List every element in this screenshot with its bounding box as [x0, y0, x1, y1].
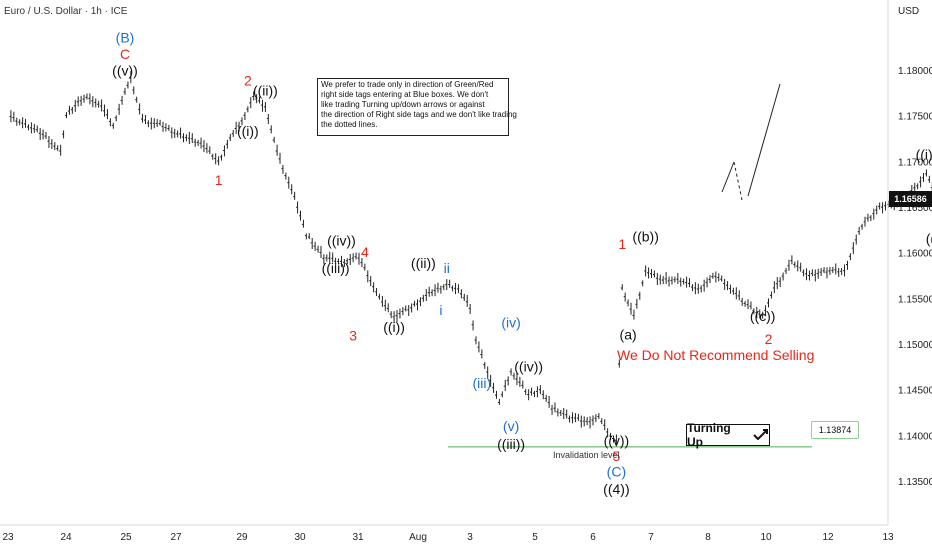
y-tick-label: 1.13500 — [898, 477, 932, 488]
wave-label: (v) — [503, 418, 519, 434]
wave-label: ((v)) — [112, 62, 138, 78]
wave-label: 3 — [349, 327, 357, 343]
x-tick-label: 30 — [294, 532, 306, 543]
axis-layer: 1.18000 1.17500 1.17000 1.16500 1.16000 1.155… — [0, 0, 932, 543]
wave-label: ((i)) — [383, 319, 405, 335]
wave-label: 1 — [618, 236, 626, 252]
wave-label: ii — [444, 260, 450, 276]
x-tick-label: 27 — [170, 532, 182, 543]
wave-label: ((ii)) — [411, 255, 436, 271]
x-tick-label: 7 — [648, 532, 654, 543]
x-tick-label: 25 — [120, 532, 132, 543]
x-tick-label: 29 — [236, 532, 248, 543]
wave-label: ((i)) — [237, 123, 259, 139]
check-arrow-icon — [753, 428, 769, 443]
x-tick-label: 31 — [352, 532, 364, 543]
wave-label: ((iii)) — [322, 260, 350, 276]
y-tick-label: 1.16500 — [898, 203, 932, 214]
y-tick-label: 1.16000 — [898, 249, 932, 260]
wave-label: ((ii)) — [253, 83, 278, 99]
currency-label: USD — [898, 6, 919, 17]
last-price-tag: 1.16586 — [889, 191, 932, 207]
wave-labels-layer: (B)C((v))2((ii))((i))1((iv))4((iii)) ((ii… — [112, 30, 932, 497]
forecast-line-up — [747, 83, 781, 197]
warning-text: We Do Not Recommend Selling — [617, 347, 815, 363]
symbol-title: Euro / U.S. Dollar · 1h · ICE — [4, 6, 128, 17]
x-tick-label: 12 — [822, 532, 834, 543]
y-tick-label: 1.14000 — [898, 431, 932, 442]
wave-label: ((4)) — [603, 481, 629, 497]
note-line: We prefer to trade only in direction of … — [321, 80, 494, 89]
x-tick-label: 10 — [760, 532, 772, 543]
note-line: like trading Turning up/down arrows or a… — [321, 100, 485, 109]
y-tick-label: 1.17000 — [898, 157, 932, 168]
turning-up-badge: Turning Up — [686, 421, 770, 449]
turning-label: Turning Up — [687, 421, 731, 449]
x-tick-label: 23 — [2, 532, 14, 543]
candles-layer — [9, 71, 932, 448]
wave-label: ((ii)) — [926, 231, 932, 247]
note-line: right side tags entering at Blue boxes. … — [321, 90, 489, 99]
forecast-layer — [721, 83, 781, 201]
x-tick-label: 8 — [705, 532, 711, 543]
y-tick-label: 1.15000 — [898, 340, 932, 351]
wave-label: C — [120, 46, 130, 62]
wave-label: 1 — [215, 172, 223, 188]
wave-label: (a) — [620, 326, 637, 342]
wave-label: 2 — [244, 73, 252, 89]
wave-label: 4 — [361, 244, 369, 260]
wave-label: ((v)) — [604, 432, 630, 448]
y-tick-label: 1.18000 — [898, 66, 932, 77]
wave-label: ((iii)) — [497, 436, 525, 452]
x-tick-label: 6 — [590, 532, 596, 543]
note-line: the direction of Right side tags and we … — [321, 110, 517, 119]
forecast-line-i — [721, 161, 735, 193]
wave-label: ((i)) — [916, 147, 932, 163]
y-tick-label: 1.15500 — [898, 294, 932, 305]
x-tick-label: 13 — [882, 532, 894, 543]
wave-label: (C) — [607, 463, 626, 479]
wave-label: ((iv)) — [327, 232, 356, 248]
y-tick-label: 1.17500 — [898, 112, 932, 123]
forecast-dotted-ii — [733, 161, 743, 201]
wave-label: (iii) — [473, 375, 492, 391]
wave-label: (B) — [116, 30, 135, 46]
wave-label: (iv) — [501, 315, 520, 331]
trading-note: We prefer to trade only in direction of … — [317, 78, 517, 136]
x-tick-label: Aug — [409, 532, 427, 543]
wave-label: 5 — [613, 448, 621, 464]
note-line: the dotted lines. — [321, 120, 378, 129]
wave-label: ((iv)) — [514, 358, 543, 374]
x-tick-label: 5 — [532, 532, 538, 543]
wave-label: ((b)) — [632, 229, 658, 245]
invalidation-label: Invalidation level — [553, 450, 620, 460]
invalidation-price-tag: 1.13874 — [811, 421, 859, 439]
wave-label: ((c)) — [750, 308, 776, 324]
wave-label: i — [439, 302, 442, 318]
wave-label: 2 — [765, 331, 773, 347]
y-tick-label: 1.14500 — [898, 386, 932, 397]
x-tick-label: 24 — [60, 532, 72, 543]
x-tick-label: 3 — [467, 532, 473, 543]
